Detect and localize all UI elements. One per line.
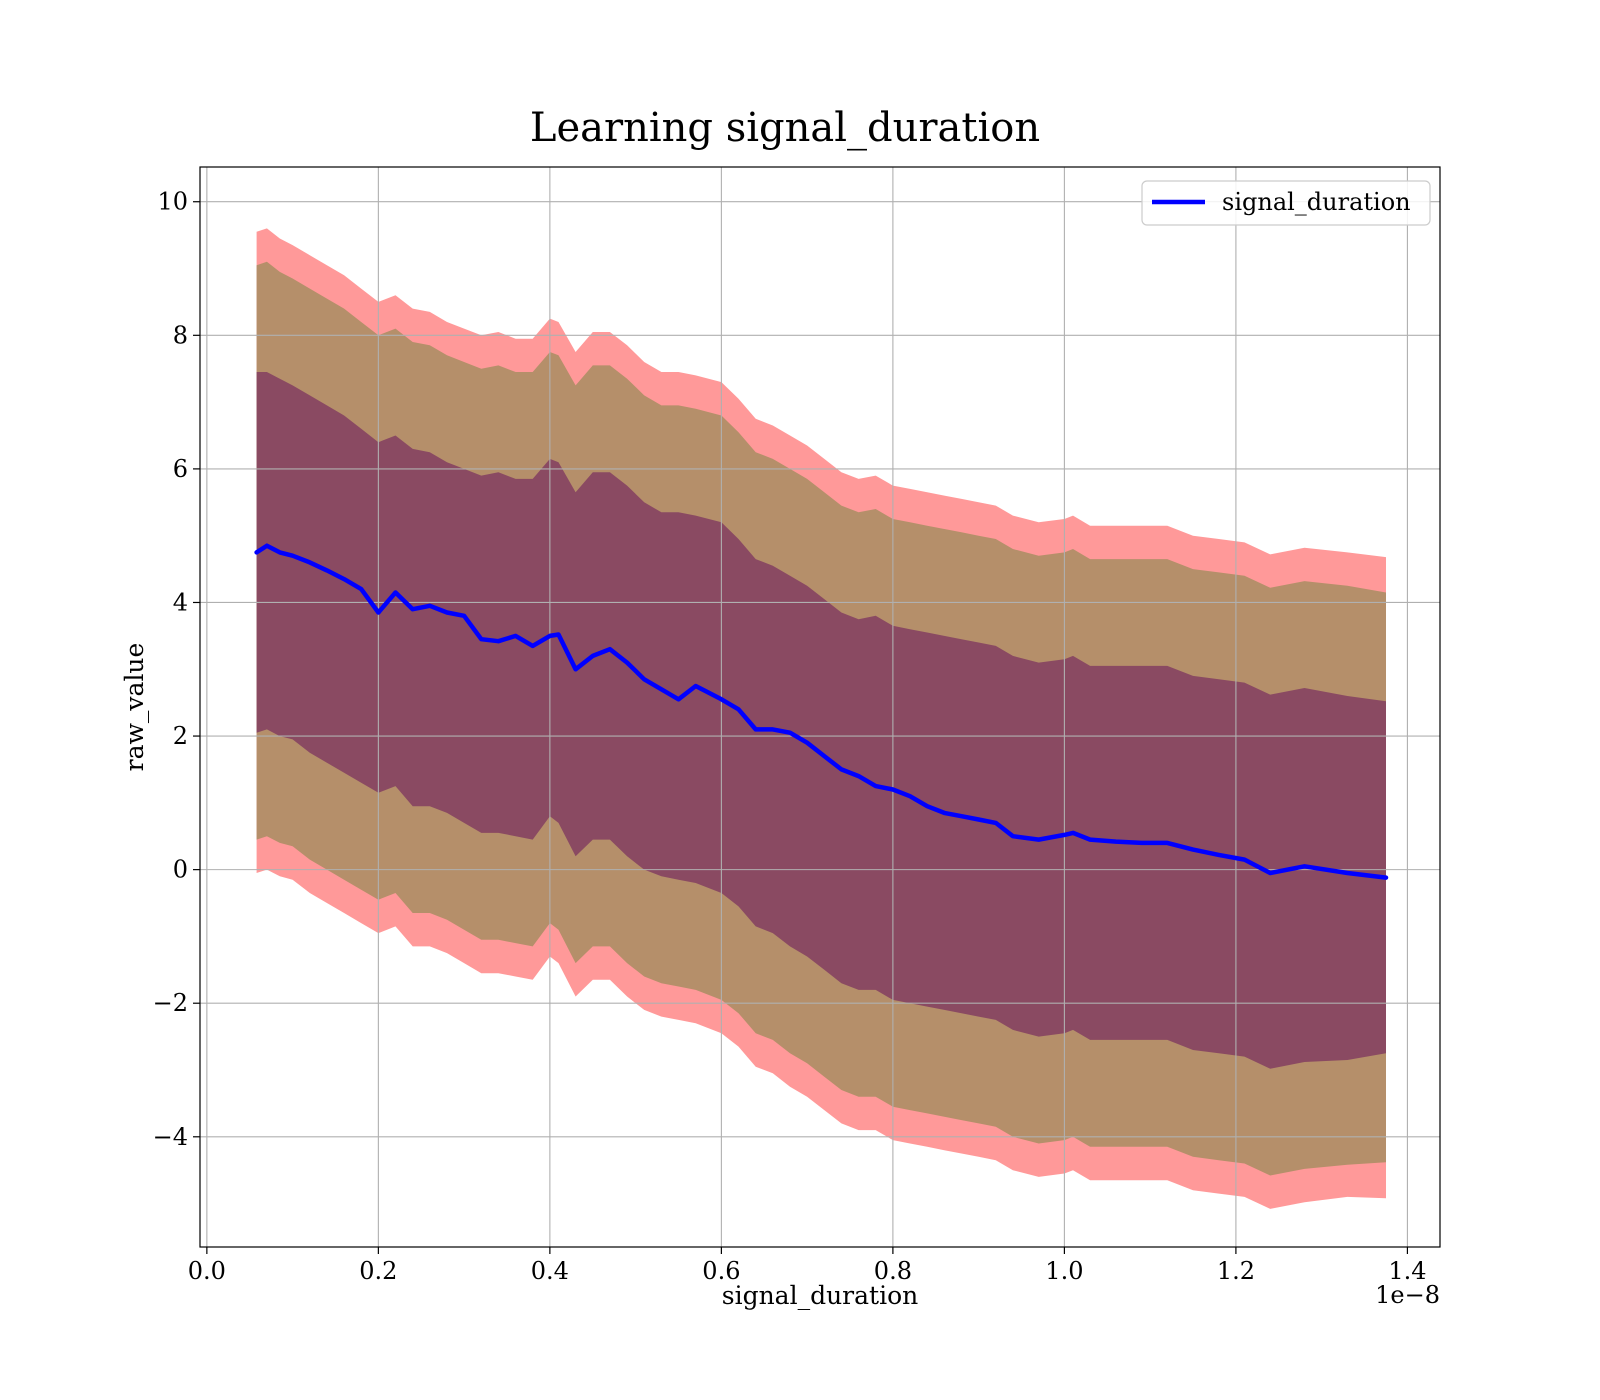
inner-confidence-band [256,372,1387,1069]
chart-title: Learning signal_duration [530,105,1040,151]
series-line-layer [254,543,1389,880]
x-axis-label: signal_duration [722,1281,918,1310]
x-tick-label: 0.4 [531,1257,569,1285]
y-tick-label: 10 [157,188,188,216]
signal-duration-line [254,543,1389,880]
x-axis: 0.0 0.2 0.4 0.6 0.8 1.0 1.2 1.4 [188,1247,1426,1285]
legend-box [1141,180,1431,226]
x-tick-label: 1.2 [1217,1257,1255,1285]
x-tick-label: 0.6 [702,1257,740,1285]
y-axis: −4 −2 0 2 4 6 8 10 [153,188,200,1151]
y-tick-label: 2 [173,722,188,750]
legend-label: signal_duration [1222,188,1411,216]
confidence-bands [256,228,1387,1209]
y-tick-label: −2 [153,989,188,1017]
plot-frame [199,166,1441,1248]
y-tick-label: −4 [153,1123,188,1151]
y-tick-label: 4 [173,588,188,616]
y-tick-label: 8 [173,321,188,349]
y-tick-label: 0 [173,856,188,884]
x-axis-offset-label: 1e−8 [1375,1281,1440,1309]
x-tick-label: 1.0 [1045,1257,1083,1285]
x-tick-label: 0.2 [359,1257,397,1285]
x-tick-label: 1.4 [1388,1257,1426,1285]
y-axis-label: raw_value [120,643,149,772]
x-tick-label: 0.8 [874,1257,912,1285]
legend: signal_duration [1141,180,1431,226]
grid-lines [200,167,1440,1247]
x-tick-label: 0.0 [188,1257,226,1285]
y-tick-label: 6 [173,455,188,483]
